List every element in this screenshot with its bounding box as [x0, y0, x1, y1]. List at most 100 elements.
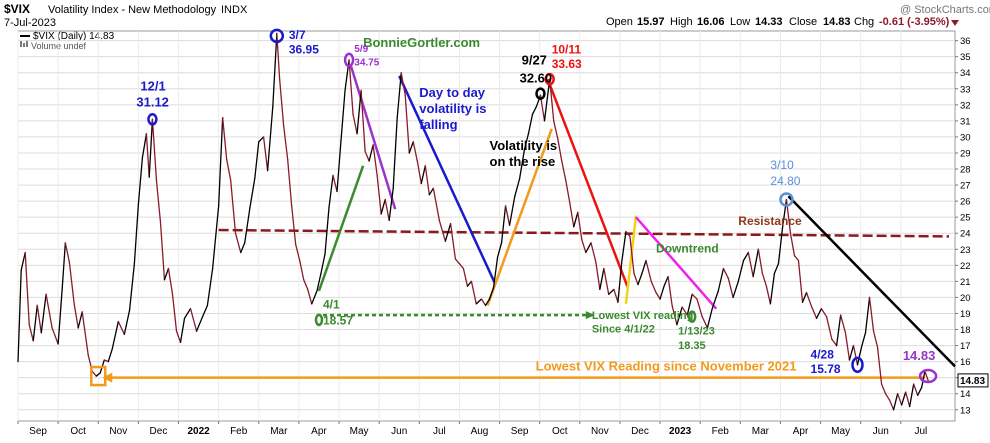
price-segment	[380, 198, 386, 215]
price-segment	[797, 259, 804, 303]
blue-trend	[398, 75, 497, 286]
ann-4-28-val: 15.78	[811, 362, 841, 376]
price-segment	[171, 293, 178, 332]
magenta-trend	[635, 216, 718, 310]
price-segment	[686, 293, 693, 316]
price-segment	[711, 290, 719, 310]
price-segment	[621, 230, 627, 262]
price-segment	[892, 393, 899, 411]
price-segment	[151, 118, 158, 181]
price-segment	[291, 205, 297, 246]
ann-3-10-date: 3/10	[770, 158, 794, 172]
price-segment	[504, 205, 511, 226]
price-segment	[913, 383, 919, 396]
price-segment	[360, 89, 366, 153]
price-segment	[900, 391, 907, 406]
price-segment	[691, 293, 698, 300]
ann-3-10-val: 24.80	[770, 174, 800, 188]
price-segment	[95, 372, 101, 377]
ann-lowest-nov: Lowest VIX Reading since November 2021	[536, 358, 797, 373]
price-segment	[500, 205, 507, 244]
ann-resistance: Resistance	[738, 214, 802, 228]
legend-volume: Volume undef	[31, 41, 87, 51]
price-segment	[633, 272, 639, 286]
price-segment	[287, 158, 293, 207]
price-segment	[815, 308, 823, 319]
price-segment	[569, 202, 575, 228]
price-segment	[629, 235, 635, 274]
x-tick-label: Dec	[631, 426, 649, 437]
price-segment	[773, 263, 780, 274]
x-tick-label: Dec	[150, 426, 168, 437]
price-segment	[73, 303, 79, 329]
price-segment	[195, 316, 204, 332]
price-segment	[585, 242, 592, 254]
x-tick-label: Oct	[552, 426, 568, 437]
y-tick-label: 27	[960, 181, 971, 192]
y-tick-label: 26	[960, 197, 971, 208]
orange-trend	[486, 128, 553, 306]
price-segment	[671, 304, 678, 326]
price-segment	[91, 370, 97, 377]
price-segment	[167, 267, 174, 295]
marker-4-28	[851, 356, 864, 374]
last-value-tag: 14.83	[957, 373, 989, 388]
ann-1-13-val: 18.35	[678, 340, 706, 352]
price-segment	[356, 89, 362, 135]
open-value: 15.97	[637, 16, 665, 28]
price-segment	[352, 113, 358, 135]
price-segment	[64, 242, 71, 263]
x-tick-label: Oct	[70, 426, 86, 437]
price-segment	[732, 280, 739, 299]
close-value: 14.83	[823, 16, 851, 28]
price-segment	[737, 259, 745, 283]
ann-lowest-2: Since 4/1/22	[592, 324, 655, 336]
price-segment	[428, 187, 434, 196]
price-segment	[412, 141, 418, 162]
price-segment	[179, 317, 186, 344]
x-tick-label: Jun	[873, 426, 889, 437]
price-segment	[336, 139, 342, 193]
quote-bar: Open 15.97 High 16.06 Low 14.33 Close 14…	[606, 16, 959, 28]
price-segment	[475, 298, 483, 305]
price-segment	[514, 178, 521, 197]
price-segment	[825, 316, 833, 340]
price-segment	[717, 267, 725, 292]
price-segment	[234, 232, 242, 254]
marker-9-27	[535, 87, 546, 100]
price-segment	[376, 174, 382, 215]
price-segment	[217, 117, 224, 207]
price-segment	[864, 296, 871, 334]
price-segment	[844, 332, 851, 361]
price-segment	[831, 338, 838, 347]
price-segment	[163, 267, 170, 281]
price-segment	[145, 133, 150, 178]
price-segment	[332, 174, 338, 193]
y-tick-label: 36	[960, 36, 971, 47]
y-tick-label: 17	[960, 341, 971, 352]
price-segment	[888, 399, 895, 411]
price-segment	[340, 89, 346, 141]
ann-downtrend: Downtrend	[656, 241, 719, 255]
price-segment	[917, 386, 923, 396]
yellow-trend	[624, 215, 638, 304]
price-segment	[484, 298, 491, 307]
price-segment	[573, 211, 579, 228]
price-segment	[676, 306, 683, 326]
price-segment	[561, 160, 567, 181]
price-segment	[364, 150, 370, 162]
ann-4-1-date: 4/1	[323, 298, 340, 312]
price-segment	[706, 308, 713, 329]
price-segment	[24, 251, 30, 326]
volume-icon-c	[26, 40, 28, 47]
y-tick-label: 19	[960, 309, 971, 320]
price-segment	[599, 267, 605, 291]
price-segment	[896, 393, 903, 406]
price-segment	[201, 304, 209, 318]
ann-vol-rise-2: on the rise	[490, 154, 556, 169]
x-tick-label: Nov	[591, 426, 609, 437]
ann-5-9-date: 5/9	[354, 44, 368, 55]
y-tick-label: 34	[960, 68, 971, 79]
